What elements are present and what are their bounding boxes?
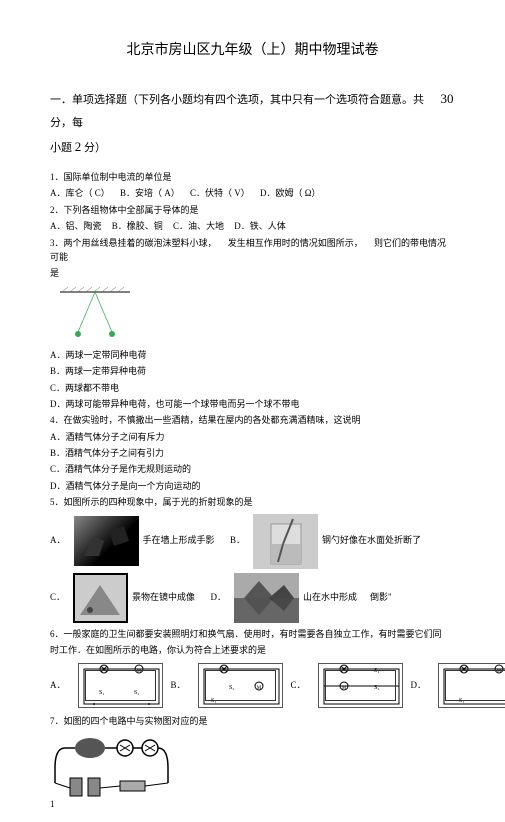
q5-image-cup: [253, 514, 318, 569]
q1-opt-d: D．欧姆（ Ω）: [260, 188, 320, 198]
q3-stem-2: 发生相互作用时的情况如图所示，: [228, 238, 363, 248]
svg-text:M: M: [497, 669, 502, 674]
q2-opt-a: A．铝、陶瓷: [50, 221, 102, 231]
q6-circuit-b: M S₂ S₁ 220V: [198, 663, 283, 708]
q5-image-row-1: A． 手在墙上形成手影 B． 钢勺好像在水面处折断了: [50, 514, 455, 569]
q5-caption-d: 山在水中形成: [303, 591, 357, 605]
page-number: 1: [50, 798, 55, 812]
q3-opt-c: C．两球都不带电: [50, 381, 455, 395]
question-5-stem: 5．如图所示的四种现象中，属于光的折射现象的是: [50, 495, 455, 509]
q2-opt-b: B．橡胶、铜: [112, 221, 163, 231]
q6-circuit-d: M S₁ 220V: [438, 663, 505, 708]
q3-opt-d: D．两球可能带异种电荷，也可能一个球带电而另一个球不带电: [50, 397, 455, 411]
svg-text:S₂: S₂: [229, 685, 234, 691]
q2-opt-d: D．铁、人体: [234, 221, 286, 231]
exam-title: 北京市房山区九年级（上）期中物理试卷: [50, 40, 455, 61]
question-4-stem: 4．在做实验时，不慎撒出一些酒精，结果在屋内的各处都充满酒精味，这说明: [50, 413, 455, 427]
svg-text:S₁: S₁: [374, 668, 379, 674]
section-heading: 一．单项选择题（下列各小题均有四个选项，其中只有一个选项符合题意。共 30 分，…: [50, 86, 455, 160]
svg-text:M: M: [341, 686, 346, 691]
q6-circuit-c: S₁ M S₂ 220V: [318, 663, 403, 708]
q1-opt-c: C．伏特（ V）: [190, 188, 250, 198]
q6-label-a: A．: [50, 679, 66, 693]
svg-text:S₁: S₁: [211, 698, 216, 704]
per-point: 2: [75, 139, 82, 154]
question-7-stem: 7．如图的四个电路中与实物图对应的是: [50, 714, 455, 728]
q5-caption-b: 钢勺好像在水面处折断了: [322, 534, 421, 548]
q5-caption-c: 景物在镜中成像: [132, 591, 195, 605]
q6-circuit-a: M S₁ S₂ 220V: [78, 663, 163, 708]
q5-caption-d2: 倒影": [370, 591, 392, 605]
q5-label-b: B．: [230, 534, 245, 548]
svg-text:S₁: S₁: [459, 698, 464, 704]
q5-caption-a: 手在墙上形成手影: [143, 534, 215, 548]
q1-opt-b: B．安培（ A）: [120, 188, 180, 198]
q3-stem-4: 是: [50, 266, 455, 280]
points-unit: 分，每: [50, 117, 83, 129]
q3-opt-a: A．两球一定带同种电荷: [50, 348, 455, 362]
q5-label-d: D．: [211, 591, 227, 605]
points-end: 分）: [84, 142, 106, 154]
q6-label-c: C．: [291, 679, 306, 693]
section-text-2: 小题: [50, 142, 72, 154]
q3-diagram-pendulum: [50, 287, 140, 342]
question-2-stem: 2．下列各组物体中全部属于导体的是: [50, 203, 455, 217]
svg-text:M: M: [136, 669, 141, 674]
question-1-options: A．库仑（ C） B．安培（ A） C．伏特（ V） D．欧姆（ Ω）: [50, 186, 455, 200]
q4-opt-b: B．酒精气体分子之间有引力: [50, 446, 455, 460]
svg-text:S₂: S₂: [374, 685, 379, 691]
question-1-stem: 1．国际单位制中电流的单位是: [50, 170, 455, 184]
svg-text:S₂: S₂: [134, 690, 139, 696]
q3-stem-1: 3．两个用丝线悬挂着的碳泡沫塑料小球，: [50, 238, 217, 248]
q5-label-a: A．: [50, 534, 66, 548]
q5-image-row-2: C． 景物在镜中成像 D． 山在水中形成 倒影": [50, 573, 455, 623]
q6-label-d: D．: [411, 679, 427, 693]
q6-label-b: B．: [171, 679, 186, 693]
q5-image-mountain: [234, 573, 299, 623]
total-points: 30: [441, 91, 454, 106]
q4-opt-d: D．酒精气体分子是向一个方向运动的: [50, 479, 455, 493]
q5-label-c: C．: [50, 591, 65, 605]
question-6-stem-1: 6．一般家庭的卫生间都要安装照明灯和换气扇．使用时，有时需要各自独立工作，有时需…: [50, 627, 455, 641]
question-2-options: A．铝、陶瓷 B．橡胶、铜 C．油、大地 D．铁、人体: [50, 219, 455, 233]
section-text-1: 一．单项选择题（下列各小题均有四个选项，其中只有一个选项符合题意。共: [50, 94, 424, 106]
question-3-stem: 3．两个用丝线悬挂着的碳泡沫塑料小球， 发生相互作用时的情况如图所示， 则它们的…: [50, 236, 455, 265]
q4-opt-c: C．酒精气体分子是作无规则运动的: [50, 462, 455, 476]
q6-circuit-row: A． M S₁ S₂ 220V B． M S₂ S₁ 220V C． S₁ M: [50, 663, 455, 708]
svg-text:S₁: S₁: [99, 690, 104, 696]
q4-opt-a: A．酒精气体分子之间有斥力: [50, 430, 455, 444]
q5-image-mirror: [73, 573, 128, 623]
q2-opt-c: C．油、大地: [173, 221, 224, 231]
question-6-stem-2: 时工作．在如图所示的电路，你认为符合上述要求的是: [50, 643, 455, 657]
q3-opt-b: B．两球一定带异种电荷: [50, 364, 455, 378]
q1-opt-a: A．库仑（ C）: [50, 188, 110, 198]
q5-image-shadow: [74, 516, 139, 566]
svg-text:M: M: [256, 686, 261, 691]
q7-real-circuit-diagram: [50, 733, 170, 798]
